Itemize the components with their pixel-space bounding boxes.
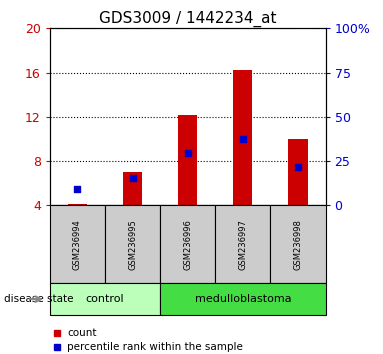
Bar (233, 70, 252, 205)
Point (240, 136, 246, 142)
Text: GSM236997: GSM236997 (238, 219, 247, 270)
Text: medulloblastoma: medulloblastoma (195, 294, 291, 304)
Title: GDS3009 / 1442234_at: GDS3009 / 1442234_at (99, 11, 277, 27)
Bar (68, 204, 87, 205)
Point (185, 150, 191, 156)
Bar (288, 139, 308, 205)
Point (129, 175, 136, 181)
Text: GSM236994: GSM236994 (73, 219, 82, 270)
Text: count: count (67, 328, 97, 338)
Bar (178, 115, 197, 205)
Text: disease state: disease state (4, 294, 73, 304)
Text: percentile rank within the sample: percentile rank within the sample (67, 342, 243, 352)
Text: GSM236998: GSM236998 (293, 219, 303, 270)
Point (74, 186, 80, 192)
Text: GSM236996: GSM236996 (183, 219, 192, 270)
Text: GSM236995: GSM236995 (128, 219, 137, 270)
Bar (123, 172, 142, 205)
Text: control: control (86, 294, 124, 304)
Point (295, 164, 301, 170)
